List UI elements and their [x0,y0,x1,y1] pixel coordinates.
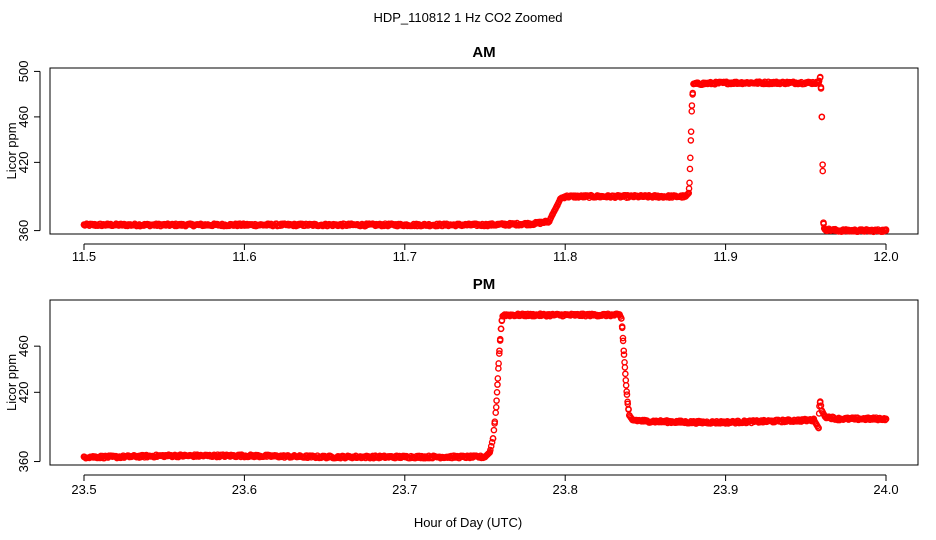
data-point [882,226,890,233]
figure-title: HDP_110812 1 Hz CO2 Zoomed [373,10,562,25]
data-point [624,398,631,406]
data-point [882,415,890,423]
data-point [622,370,629,378]
pm-x-tick-label: 23.6 [232,482,257,497]
data-point [688,102,696,109]
pm-x-tick-label: 23.7 [392,482,417,497]
pm-y-tick-label: 460 [16,335,31,357]
data-point [621,364,629,371]
data-point [487,446,494,454]
data-point [622,382,630,389]
data-point [495,350,503,357]
pm-x-tick-label: 23.5 [71,482,96,497]
data-point [620,351,628,358]
am-y-axis-label: Licor ppm [4,122,19,179]
pm-panel-title: PM [473,276,496,293]
data-point [685,185,693,192]
pm-x-tick-label: 24.0 [873,482,898,497]
data-point [492,404,500,411]
data-point [816,399,824,406]
data-point [686,165,694,173]
pm-plot-frame [49,299,919,466]
data-point [487,442,495,450]
data-point [815,77,823,85]
data-point [619,334,627,342]
data-point [497,325,505,333]
data-point [687,137,695,144]
data-point [490,426,498,434]
data-point [494,375,502,382]
data-point [496,337,504,344]
am-x-tick-label: 11.5 [72,249,96,264]
data-point [819,167,827,175]
data-point [619,337,627,345]
data-point [623,391,631,398]
data-point [493,389,501,396]
am-x-tick-label: 11.9 [713,249,737,264]
am-x-tick-label: 11.8 [553,249,577,264]
data-point [494,381,501,388]
data-point [496,347,503,355]
data-point [622,376,630,384]
data-point [814,424,822,431]
data-point [817,83,825,91]
data-point [488,439,496,446]
data-point [618,315,625,322]
data-point [625,405,632,413]
x-axis-label: Hour of Day (UTC) [414,515,522,530]
pm-data-points [80,310,890,462]
data-point [621,359,628,366]
data-point [819,161,826,168]
data-point [623,388,630,395]
pm-y-axis-label: Licor ppm [4,354,19,411]
am-plot-frame [49,67,919,235]
data-point [492,409,499,416]
data-point [493,397,500,404]
data-point [683,191,691,198]
am-x-tick-label: 11.7 [393,249,417,264]
data-point [620,347,628,355]
am-panel-title: AM [472,44,495,61]
data-point [689,91,696,98]
data-point [818,113,826,121]
am-data-points [80,73,890,236]
data-point [687,128,695,135]
data-point [491,418,499,425]
am-x-tick-label: 11.6 [232,249,256,264]
data-point [489,435,497,442]
am-y-tick-label: 500 [16,61,31,83]
pm-x-tick-label: 23.8 [553,482,578,497]
am-y-tick-label: 420 [16,152,31,174]
pm-panel: PM 23.5 23.6 23.7 23.8 23.9 24.0 360 420 460Licor… [4,276,919,497]
am-y-tick-label: 460 [16,106,31,128]
am-y-tick-label: 360 [16,220,31,242]
pm-y-tick-label: 420 [16,381,31,403]
pm-x-tick-label: 23.9 [713,482,738,497]
data-point [816,74,824,82]
data-point [688,108,696,115]
data-point [687,154,694,162]
data-point [495,365,502,372]
am-x-tick-label: 12.0 [873,249,898,264]
data-point [618,324,626,332]
pm-y-tick-label: 360 [16,451,31,473]
data-point [686,179,693,187]
am-panel: AM 11.5 11.6 11.7 11.8 11.9 12.0 360 420 460 500 Li… [4,44,919,264]
